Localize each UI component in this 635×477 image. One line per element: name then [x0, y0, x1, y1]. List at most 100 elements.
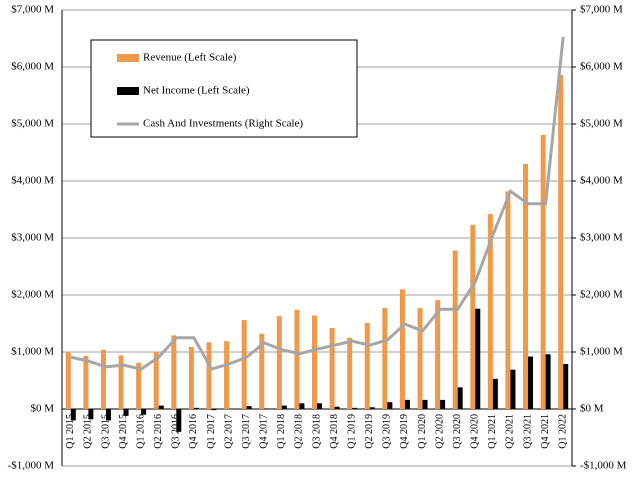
y-tick-label: $4,000 M [11, 175, 54, 187]
y-tick-label: $2,000 M [11, 289, 54, 301]
bar [136, 362, 142, 409]
bar [188, 346, 194, 409]
x-tick-label: Q4 2021 [540, 414, 551, 449]
legend-label: Net Income (Left Scale) [143, 85, 250, 97]
x-tick-label: Q4 2018 [329, 414, 340, 449]
x-tick-label: Q1 2022 [558, 414, 569, 449]
bar [369, 407, 375, 409]
x-tick-label: Q3 2021 [522, 414, 533, 449]
x-tick-label: Q2 2021 [505, 414, 516, 449]
bar [417, 308, 423, 409]
bar [123, 409, 129, 416]
bar [246, 406, 252, 409]
legend-label: Revenue (Left Scale) [143, 52, 237, 64]
x-tick-label: Q1 2016 [135, 414, 146, 449]
bar [492, 378, 498, 409]
x-tick-label: Q2 2020 [434, 414, 445, 449]
x-tick-label: Q2 2015 [83, 414, 94, 449]
x-tick-label: Q2 2017 [223, 414, 234, 449]
bar [440, 399, 446, 409]
bar [264, 408, 270, 409]
bar [558, 74, 564, 409]
bar [276, 316, 282, 409]
y2-tick-label: $2,000 M [580, 289, 623, 301]
bar [65, 352, 71, 409]
bar [387, 402, 393, 409]
line-series [70, 36, 565, 371]
bar [329, 328, 335, 409]
y-tick-label: -$1,000 M [8, 460, 55, 472]
bar [317, 403, 322, 409]
y2-tick-label: -$1,000 M [580, 460, 627, 472]
y-tick-label: $6,000 M [11, 61, 54, 73]
x-tick-label: Q1 2021 [487, 414, 498, 449]
bar [70, 409, 76, 421]
bar [100, 349, 106, 409]
x-tick-label: Q1 2019 [346, 414, 357, 449]
x-tick-label: Q3 2016 [171, 414, 182, 449]
x-tick-label: Q1 2017 [206, 414, 217, 449]
x-tick-label: Q1 2018 [276, 414, 287, 449]
bar [470, 224, 476, 409]
bar [523, 163, 529, 409]
bar [176, 409, 182, 432]
bar [158, 405, 164, 409]
x-tick-label: Q2 2018 [294, 414, 305, 449]
bar [294, 309, 300, 409]
bar [475, 308, 481, 409]
y2-tick-label: $7,000 M [580, 4, 623, 16]
y2-tick-label: $5,000 M [580, 118, 623, 130]
x-tick-label: Q3 2017 [241, 414, 252, 449]
bar [545, 354, 551, 409]
legend-swatch [117, 87, 139, 95]
bar [211, 409, 217, 411]
bar [487, 214, 493, 409]
x-tick-label: Q1 2015 [65, 414, 76, 449]
y-tick-label: $1,000 M [11, 346, 54, 358]
bar [153, 352, 159, 409]
bar [364, 322, 370, 409]
bar [171, 335, 177, 409]
x-tick-label: Q4 2015 [118, 414, 129, 449]
x-tick-label: Q4 2019 [399, 414, 410, 449]
legend-label: Cash And Investments (Right Scale) [143, 118, 303, 130]
y2-tick-label: $4,000 M [580, 175, 623, 187]
x-tick-label: Q4 2016 [188, 414, 199, 449]
bar [206, 342, 212, 409]
legend-swatch [117, 54, 139, 62]
x-tick-label: Q4 2020 [470, 414, 481, 449]
y2-tick-label: $6,000 M [580, 61, 623, 73]
y-tick-label: $7,000 M [11, 4, 54, 16]
bar [259, 333, 265, 409]
bar [224, 341, 230, 409]
bar [422, 399, 428, 409]
bar [281, 405, 287, 409]
x-tick-label: Q2 2019 [364, 414, 375, 449]
bar [334, 406, 340, 409]
bar [105, 409, 111, 421]
y2-tick-label: $3,000 M [580, 232, 623, 244]
bar [299, 403, 305, 409]
bar [457, 387, 463, 409]
bar [528, 356, 534, 409]
y2-tick-label: $1,000 M [580, 346, 623, 358]
bar [118, 355, 124, 409]
x-tick-label: Q3 2015 [100, 414, 111, 449]
bar [347, 337, 353, 409]
bar [540, 134, 546, 409]
bar [88, 409, 94, 420]
bar [193, 407, 199, 409]
x-tick-label: Q3 2018 [311, 414, 322, 449]
bar [452, 250, 458, 409]
x-tick-label: Q3 2020 [452, 414, 463, 449]
bar [382, 308, 388, 409]
bar [435, 300, 441, 409]
bar [404, 399, 410, 409]
bar [83, 355, 89, 409]
bar [241, 320, 247, 409]
x-tick-label: Q2 2016 [153, 414, 164, 449]
y2-tick-label: $0 M [580, 403, 604, 415]
y-tick-label: $5,000 M [11, 118, 54, 130]
bar [510, 369, 516, 409]
